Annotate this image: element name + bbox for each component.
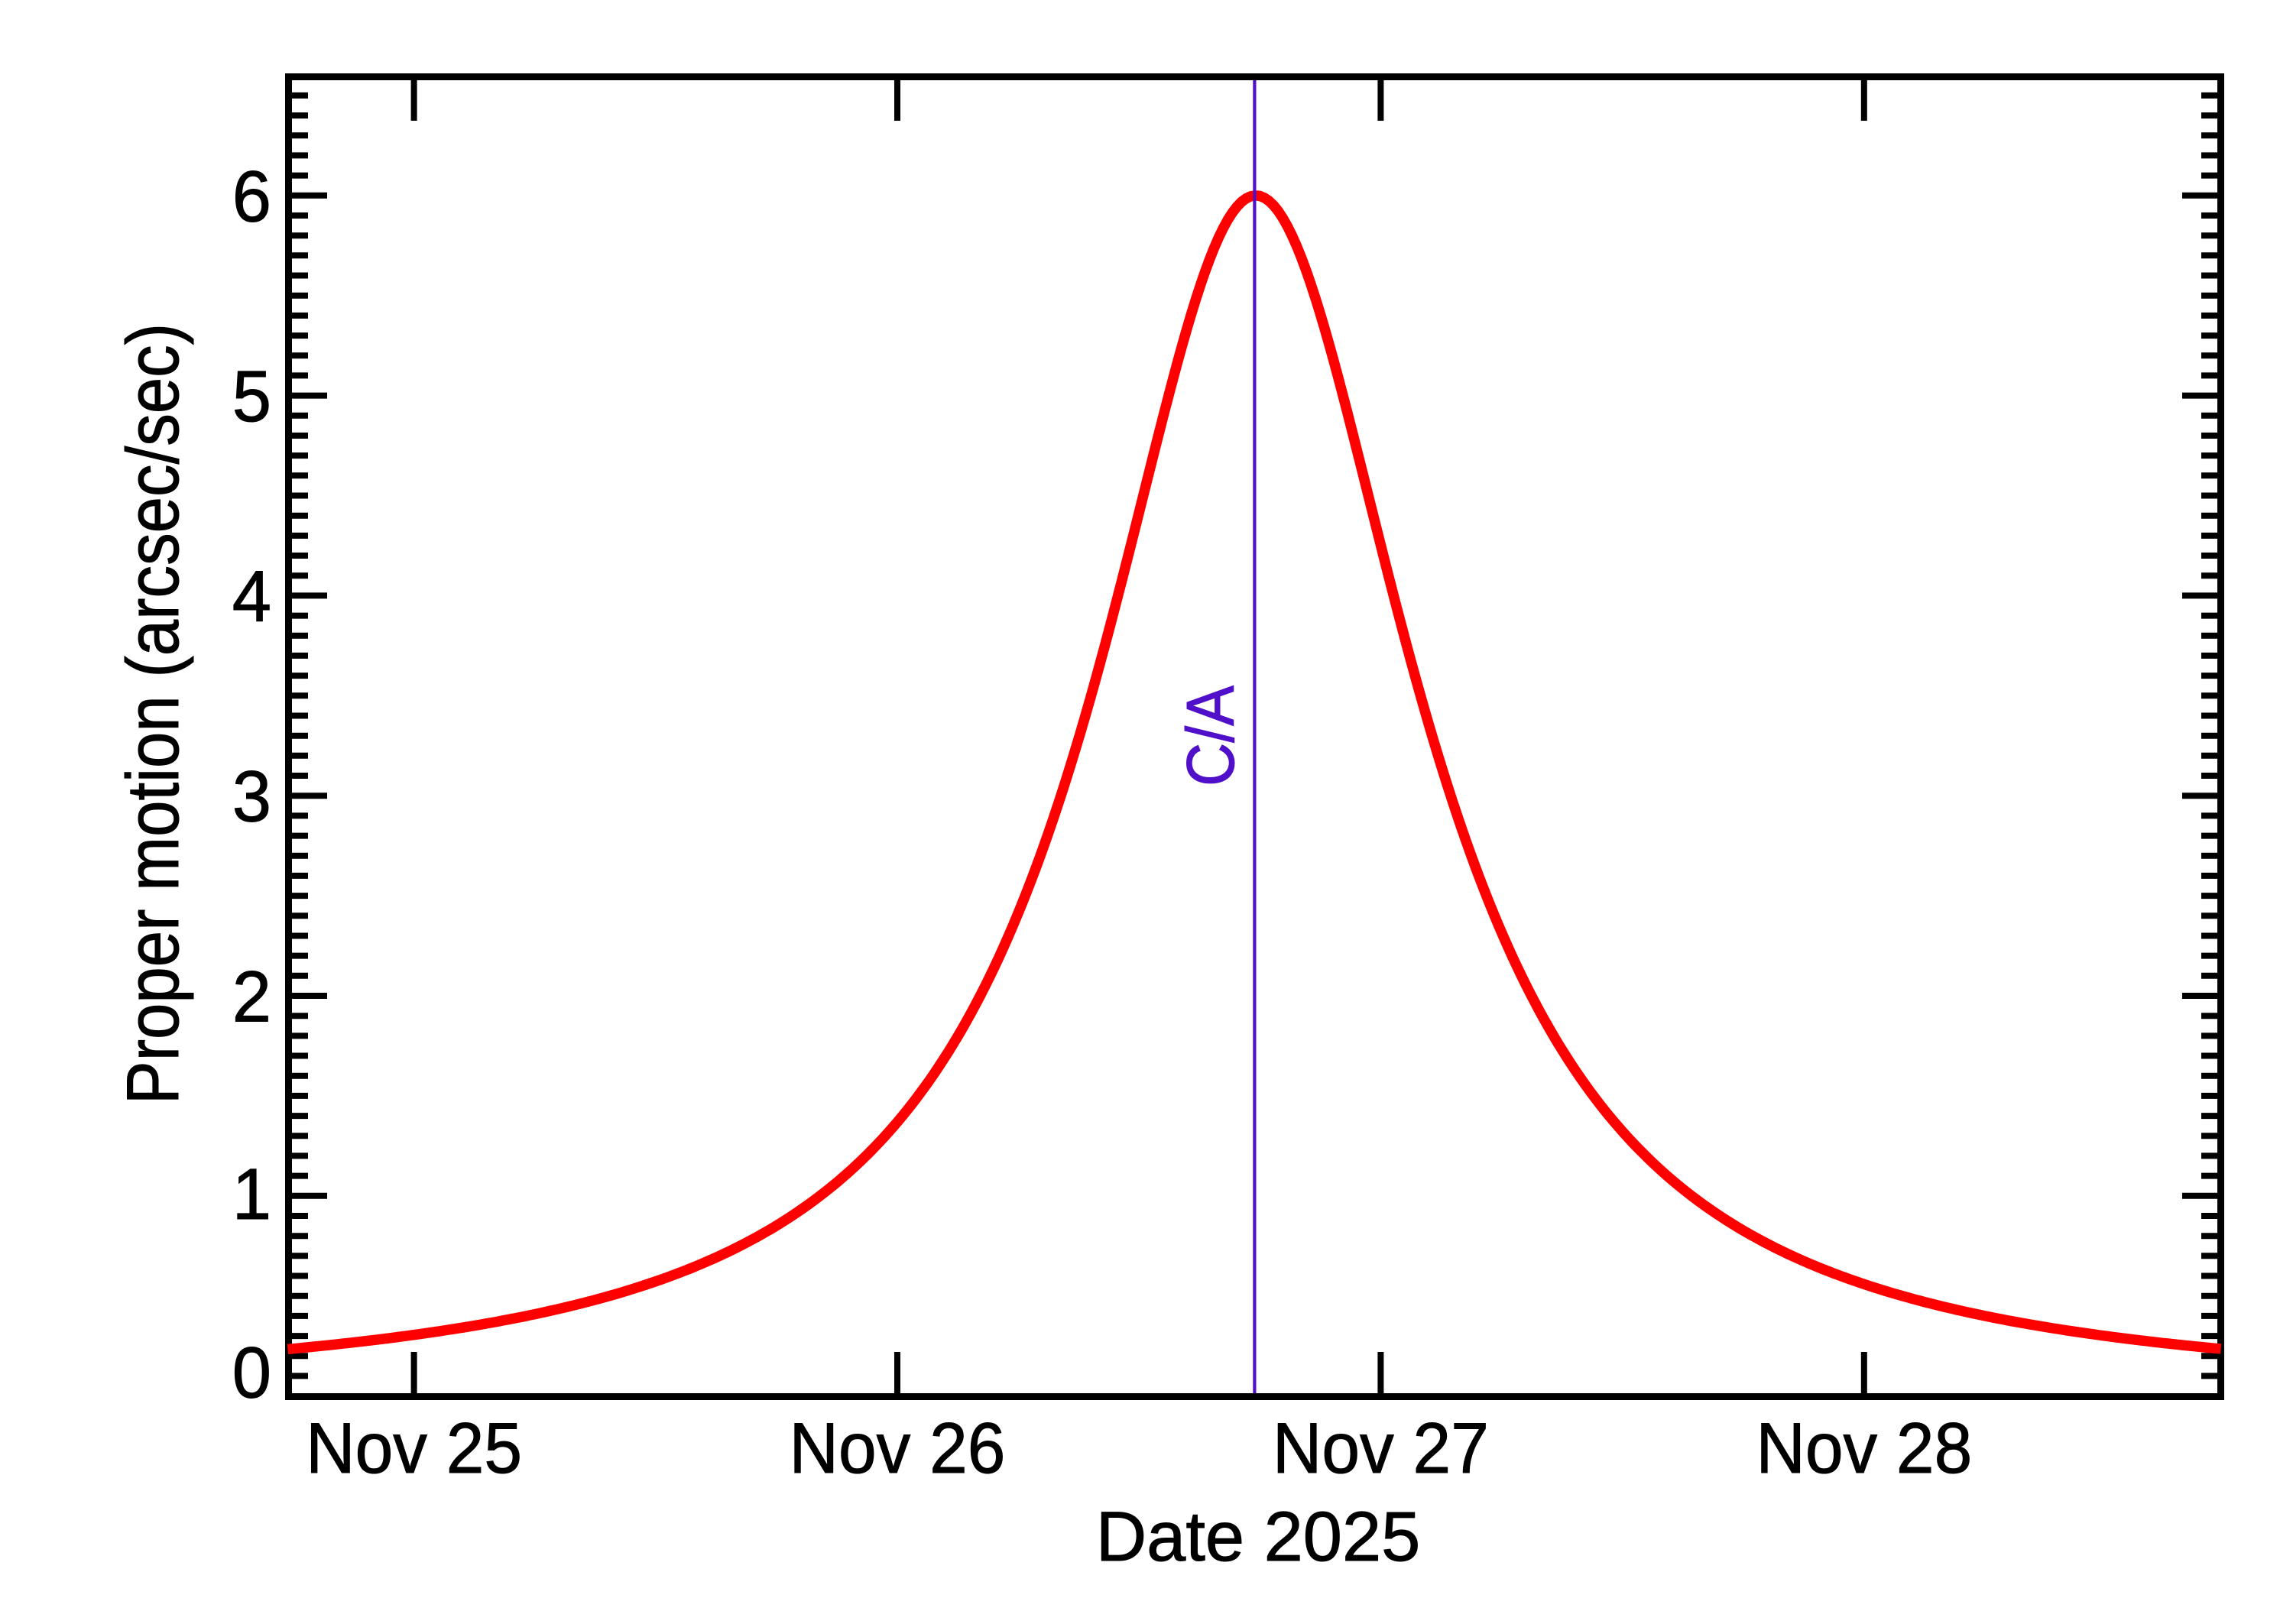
svg-text:C/A: C/A [1172,686,1248,786]
svg-text:Nov 26: Nov 26 [790,1408,1006,1489]
svg-text:Nov 27: Nov 27 [1273,1408,1489,1489]
svg-text:6: 6 [232,155,271,237]
svg-text:Date 2025: Date 2025 [1096,1498,1421,1576]
svg-text:Nov 25: Nov 25 [306,1408,522,1489]
svg-text:0: 0 [232,1331,271,1413]
svg-text:Proper motion (arcsec/sec): Proper motion (arcsec/sec) [112,323,194,1104]
svg-text:5: 5 [232,355,271,437]
svg-text:3: 3 [232,755,271,837]
svg-text:Nov 28: Nov 28 [1756,1408,1972,1489]
svg-text:4: 4 [232,556,271,637]
svg-text:2: 2 [232,955,271,1037]
svg-text:1: 1 [232,1153,271,1235]
